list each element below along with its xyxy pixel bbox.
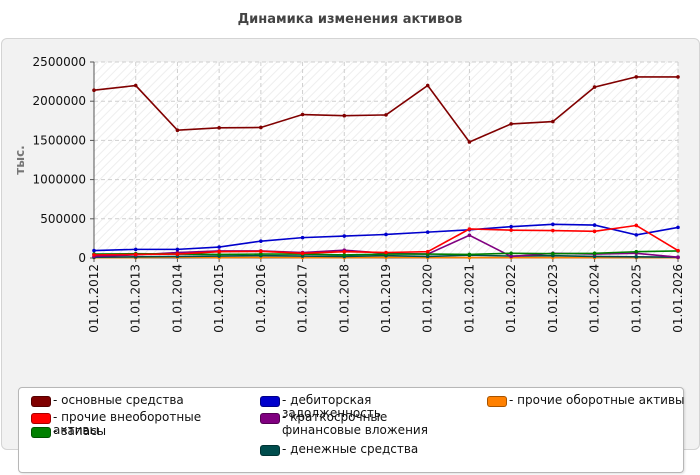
- data-point: [634, 224, 638, 228]
- data-point: [676, 226, 680, 230]
- data-point: [551, 120, 555, 124]
- data-point: [134, 248, 138, 252]
- data-point: [176, 128, 180, 132]
- data-point: [509, 228, 513, 232]
- y-tick-label: 1500000: [33, 133, 86, 147]
- x-tick-label: 01.01.2019: [379, 264, 393, 333]
- data-point: [593, 251, 597, 255]
- data-point: [384, 233, 388, 237]
- legend-swatch: [31, 413, 51, 424]
- x-tick-label: 01.01.2025: [629, 264, 643, 333]
- data-point: [426, 230, 430, 234]
- data-point: [259, 239, 263, 243]
- legend: - основные средства- прочие внеоборотные…: [18, 387, 684, 473]
- data-point: [301, 236, 305, 240]
- data-point: [342, 253, 346, 257]
- legend-label: - основные средства: [53, 394, 231, 407]
- data-point: [634, 233, 638, 237]
- legend-swatch: [31, 396, 51, 407]
- data-point: [509, 251, 513, 255]
- x-tick-label: 01.01.2015: [212, 264, 226, 333]
- data-point: [217, 245, 221, 249]
- x-tick-label: 01.01.2023: [546, 264, 560, 333]
- y-tick-label: 2500000: [33, 55, 86, 69]
- legend-swatch: [260, 413, 280, 424]
- data-point: [384, 251, 388, 255]
- legend-swatch: [31, 427, 51, 438]
- x-tick-label: 01.01.2020: [421, 264, 435, 333]
- data-point: [509, 225, 513, 229]
- legend-item: - краткосрочные финансовые вложения: [260, 413, 460, 443]
- data-point: [634, 250, 638, 254]
- legend-swatch: [260, 396, 280, 407]
- data-point: [676, 249, 680, 253]
- data-point: [259, 126, 263, 130]
- legend-label: - прочие оборотные активы: [509, 394, 687, 407]
- data-point: [468, 140, 472, 144]
- data-point: [92, 249, 96, 253]
- data-point: [509, 122, 513, 126]
- data-point: [676, 255, 680, 259]
- data-point: [593, 230, 597, 234]
- x-tick-label: 01.01.2016: [254, 264, 268, 333]
- data-point: [134, 84, 138, 88]
- data-point: [342, 114, 346, 118]
- data-point: [176, 248, 180, 252]
- y-axis-label: тыс.: [13, 145, 27, 174]
- data-point: [593, 85, 597, 89]
- x-tick-label: 01.01.2012: [87, 264, 101, 333]
- data-point: [217, 126, 221, 130]
- data-point: [468, 253, 472, 257]
- data-point: [92, 88, 96, 92]
- data-point: [634, 255, 638, 259]
- x-tick-label: 01.01.2014: [170, 264, 184, 333]
- data-point: [217, 250, 221, 254]
- data-point: [551, 222, 555, 226]
- data-point: [468, 227, 472, 231]
- data-point: [468, 233, 472, 237]
- data-point: [342, 250, 346, 254]
- x-tick-label: 01.01.2024: [588, 264, 602, 333]
- legend-label: - краткосрочные финансовые вложения: [282, 411, 460, 437]
- data-point: [426, 84, 430, 88]
- x-tick-label: 01.01.2013: [129, 264, 143, 333]
- y-tick-label: 500000: [40, 212, 86, 226]
- data-point: [634, 75, 638, 79]
- legend-label: - запасы: [53, 425, 231, 438]
- x-tick-label: 01.01.2021: [462, 264, 476, 333]
- legend-swatch: [487, 396, 507, 407]
- data-point: [426, 250, 430, 254]
- legend-swatch: [260, 445, 280, 456]
- y-tick-label: 2000000: [33, 94, 86, 108]
- data-point: [384, 113, 388, 117]
- data-point: [593, 223, 597, 227]
- data-point: [509, 255, 513, 259]
- y-tick-label: 0: [78, 251, 86, 265]
- x-tick-label: 01.01.2026: [671, 264, 685, 333]
- x-tick-label: 01.01.2017: [296, 264, 310, 333]
- data-point: [676, 75, 680, 79]
- data-point: [301, 113, 305, 117]
- y-tick-label: 1000000: [33, 173, 86, 187]
- data-point: [134, 253, 138, 257]
- data-point: [342, 234, 346, 238]
- data-point: [301, 251, 305, 255]
- x-tick-label: 01.01.2022: [504, 264, 518, 333]
- data-point: [92, 253, 96, 257]
- data-point: [176, 252, 180, 256]
- data-point: [551, 252, 555, 256]
- x-tick-label: 01.01.2018: [337, 264, 351, 333]
- data-point: [551, 229, 555, 233]
- legend-item: - прочие оборотные активы: [487, 396, 687, 426]
- chart-panel: 0 500000 1000000 1500000 2000000 2500000 01.01…: [1, 38, 700, 450]
- legend-item: - запасы: [31, 427, 231, 457]
- data-point: [259, 250, 263, 254]
- chart-title: Динамика изменения активов: [0, 12, 700, 27]
